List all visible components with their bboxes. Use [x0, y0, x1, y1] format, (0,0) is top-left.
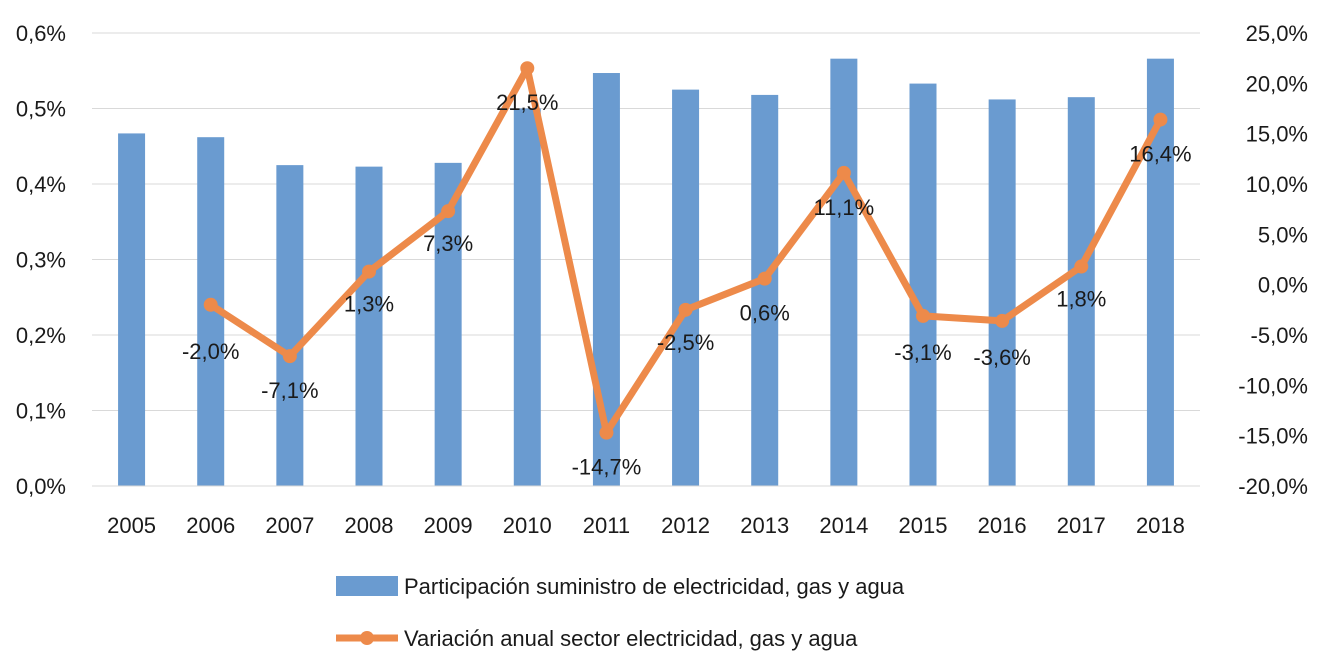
data-label: 21,5% [496, 90, 558, 115]
right-tick-label: 10,0% [1246, 172, 1308, 197]
x-tick-label: 2010 [503, 513, 552, 538]
right-tick-label: -15,0% [1238, 424, 1308, 449]
data-label: 1,3% [344, 292, 394, 317]
right-tick-label: -10,0% [1238, 373, 1308, 398]
left-tick-label: 0,3% [16, 248, 66, 273]
right-tick-label: 25,0% [1246, 21, 1308, 46]
data-label: 11,1% [813, 195, 874, 220]
line-point [599, 425, 614, 440]
left-tick-label: 0,1% [16, 399, 66, 424]
x-tick-label: 2005 [107, 513, 156, 538]
x-tick-label: 2006 [186, 513, 235, 538]
line-point [282, 349, 297, 364]
gridlines [92, 32, 1200, 411]
data-label: -3,1% [894, 340, 951, 365]
line-series [203, 61, 1168, 440]
data-label: 7,3% [423, 231, 473, 256]
line-point [441, 204, 456, 219]
right-tick-label: 5,0% [1258, 222, 1308, 247]
left-tick-label: 0,5% [16, 97, 66, 122]
line-point [1153, 112, 1168, 127]
x-tick-label: 2014 [819, 513, 868, 538]
legend-swatch-bar [336, 576, 398, 596]
line-point [203, 297, 218, 312]
data-label: 0,6% [740, 301, 790, 326]
x-tick-label: 2009 [424, 513, 473, 538]
right-tick-label: 15,0% [1246, 122, 1308, 147]
bar [988, 99, 1016, 486]
data-label: -2,0% [182, 339, 239, 364]
left-tick-label: 0,4% [16, 172, 66, 197]
data-label: 16,4% [1129, 142, 1191, 167]
legend-label-line: Variación anual sector electricidad, gas… [404, 626, 858, 651]
x-tick-label: 2013 [740, 513, 789, 538]
bar [118, 133, 146, 487]
bar [751, 94, 779, 486]
bar [276, 165, 304, 486]
data-label: -7,1% [261, 378, 318, 403]
legend-label-bar: Participación suministro de electricidad… [404, 574, 905, 599]
x-tick-label: 2008 [345, 513, 394, 538]
bar [909, 83, 937, 487]
right-axis-ticks: -20,0% -15,0% -10,0% -5,0% 0,0% 5,0% 10,0% 15,0… [1238, 21, 1308, 499]
line-point [916, 308, 930, 323]
data-label: -3,6% [973, 345, 1030, 370]
bar [513, 108, 541, 486]
left-tick-label: 0,6% [16, 21, 66, 46]
right-tick-label: -20,0% [1238, 474, 1308, 499]
data-label: -14,7% [572, 455, 642, 480]
right-tick-label: 20,0% [1246, 71, 1308, 96]
right-tick-label: -5,0% [1251, 323, 1308, 348]
line-point [1074, 259, 1089, 274]
data-label: -2,5% [657, 330, 714, 355]
line-point [678, 302, 693, 317]
line-point [520, 61, 535, 76]
line-point [362, 264, 376, 279]
line-point [995, 313, 1010, 328]
bar [1067, 97, 1095, 487]
bar-series [118, 58, 1174, 487]
line-point [757, 271, 772, 286]
bar [355, 166, 383, 486]
x-tick-label: 2016 [978, 513, 1027, 538]
left-axis-ticks: 0,0% 0,1% 0,2% 0,3% 0,4% 0,5% 0,6% [16, 21, 66, 499]
bar [830, 58, 858, 487]
bar [672, 89, 700, 486]
x-axis-ticks: 2005 2006 2007 2008 2009 2010 2011 2012 2013 2014… [107, 513, 1185, 538]
x-tick-label: 2007 [265, 513, 314, 538]
x-tick-label: 2015 [899, 513, 948, 538]
left-tick-label: 0,2% [16, 323, 66, 348]
legend: Participación suministro de electricidad… [336, 574, 905, 651]
right-tick-label: 0,0% [1258, 273, 1308, 298]
line-data-labels: -2,0% -7,1% 1,3% 7,3% 21,5% -14,7% -2,5% 0,6% 11… [182, 90, 1192, 479]
line-point [836, 165, 851, 180]
x-tick-label: 2011 [583, 513, 630, 538]
data-label: 1,8% [1056, 287, 1106, 312]
left-tick-label: 0,0% [16, 474, 66, 499]
x-tick-label: 2018 [1136, 513, 1185, 538]
legend-swatch-marker [360, 631, 374, 645]
x-tick-label: 2017 [1057, 513, 1106, 538]
x-tick-label: 2012 [661, 513, 710, 538]
